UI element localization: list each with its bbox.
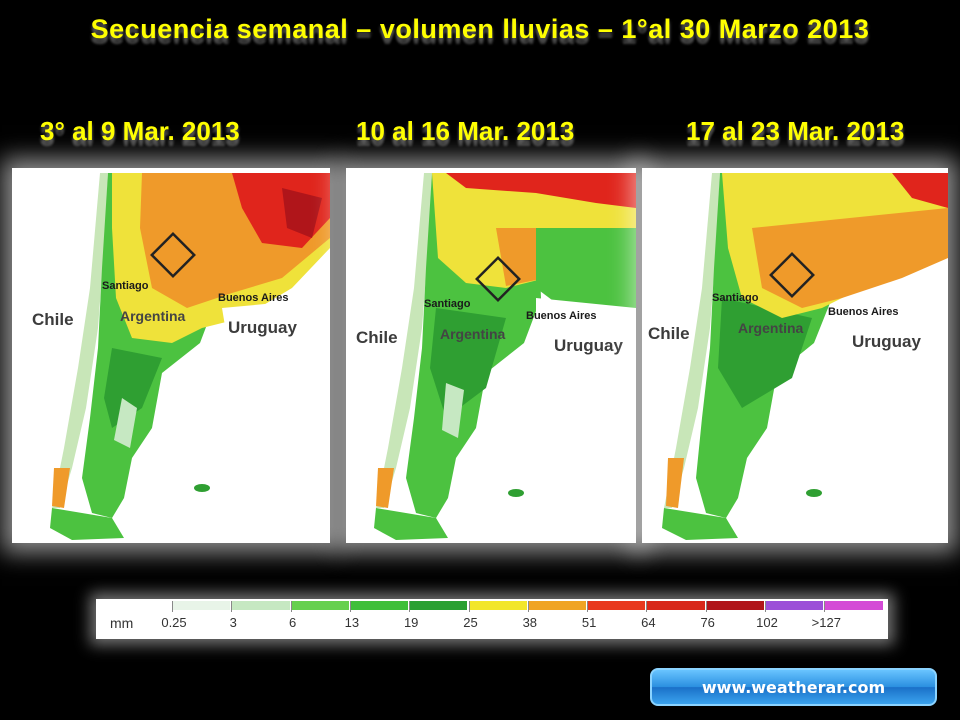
legend-tick-label: 64 bbox=[641, 615, 656, 630]
legend-tick-label: 38 bbox=[522, 615, 538, 630]
rainfall-legend: mm 0.25 3 6 13 19 25 38 51 64 76 102 >127 bbox=[96, 599, 888, 639]
label-uruguay: Uruguay bbox=[228, 318, 297, 337]
legend-separator bbox=[172, 601, 173, 612]
legend-tick-label: 13 bbox=[344, 615, 360, 630]
panel-title-week-2: 10 al 16 Mar. 2013 bbox=[356, 116, 575, 146]
panel-title-week-3: 17 al 23 Mar. 2013 bbox=[686, 116, 905, 146]
label-uruguay: Uruguay bbox=[852, 332, 921, 351]
legend-swatch bbox=[349, 601, 409, 610]
legend-tick-label: 76 bbox=[700, 615, 715, 630]
legend-tick-label: 6 bbox=[288, 615, 297, 630]
legend-swatch bbox=[646, 601, 705, 610]
label-chile: Chile bbox=[648, 324, 690, 343]
legend-swatch bbox=[527, 601, 587, 610]
label-buenos-aires: Buenos Aires bbox=[218, 292, 289, 304]
map-graphic bbox=[642, 168, 948, 543]
map-graphic bbox=[12, 168, 330, 543]
panel-title-week-1: 3° al 9 Mar. 2013 bbox=[40, 116, 240, 146]
rainfall-map-week-3: Santiago Buenos Aires Argentina Chile Ur… bbox=[642, 168, 948, 543]
label-santiago: Santiago bbox=[102, 280, 149, 292]
legend-separator bbox=[824, 601, 826, 612]
website-link-button[interactable]: www.weatherar.com bbox=[650, 668, 937, 706]
rainfall-map-week-2: Santiago Buenos Aires Argentina Chile Ur… bbox=[346, 168, 636, 543]
legend-swatch bbox=[468, 601, 527, 610]
legend-tick-label: 51 bbox=[581, 615, 597, 630]
legend-tick-label: 102 bbox=[756, 615, 778, 630]
legend-separator bbox=[646, 601, 648, 612]
legend-separator bbox=[765, 601, 766, 612]
legend-tick-label: 0.25 bbox=[161, 615, 187, 630]
legend-separator bbox=[349, 601, 351, 612]
label-chile: Chile bbox=[32, 310, 74, 329]
legend-swatch bbox=[290, 601, 349, 610]
legend-tick-label: >127 bbox=[811, 615, 841, 630]
legend-separator bbox=[468, 601, 470, 612]
label-buenos-aires: Buenos Aires bbox=[526, 310, 597, 322]
legend-unit: mm bbox=[110, 615, 134, 631]
legend-separator bbox=[231, 601, 233, 612]
legend-swatch bbox=[587, 601, 646, 610]
legend-swatch bbox=[705, 601, 764, 610]
label-argentina: Argentina bbox=[120, 308, 186, 324]
legend-tick-label: 3 bbox=[229, 615, 237, 630]
label-uruguay: Uruguay bbox=[554, 336, 623, 355]
map-graphic bbox=[346, 168, 636, 543]
legend-swatch bbox=[765, 601, 824, 610]
legend-swatch bbox=[824, 601, 883, 610]
label-argentina: Argentina bbox=[738, 320, 804, 336]
legend-separator bbox=[290, 601, 292, 612]
label-buenos-aires: Buenos Aires bbox=[828, 306, 899, 318]
label-santiago: Santiago bbox=[712, 292, 759, 304]
legend-separator bbox=[587, 601, 589, 612]
legend-tick-label: 25 bbox=[463, 615, 478, 630]
legend-tick-label: 19 bbox=[403, 615, 419, 630]
label-chile: Chile bbox=[356, 328, 398, 347]
rainfall-map-week-1: Santiago Buenos Aires Argentina Chile Ur… bbox=[12, 168, 330, 543]
label-santiago: Santiago bbox=[424, 298, 471, 310]
label-argentina: Argentina bbox=[440, 326, 506, 342]
legend-swatch bbox=[409, 601, 468, 610]
legend-separator bbox=[527, 601, 529, 612]
legend-swatch bbox=[231, 601, 290, 610]
legend-separator bbox=[409, 601, 411, 612]
legend-separator bbox=[705, 601, 707, 612]
legend-swatch bbox=[172, 601, 231, 610]
page-title: Secuencia semanal – volumen lluvias – 1°… bbox=[90, 14, 870, 44]
